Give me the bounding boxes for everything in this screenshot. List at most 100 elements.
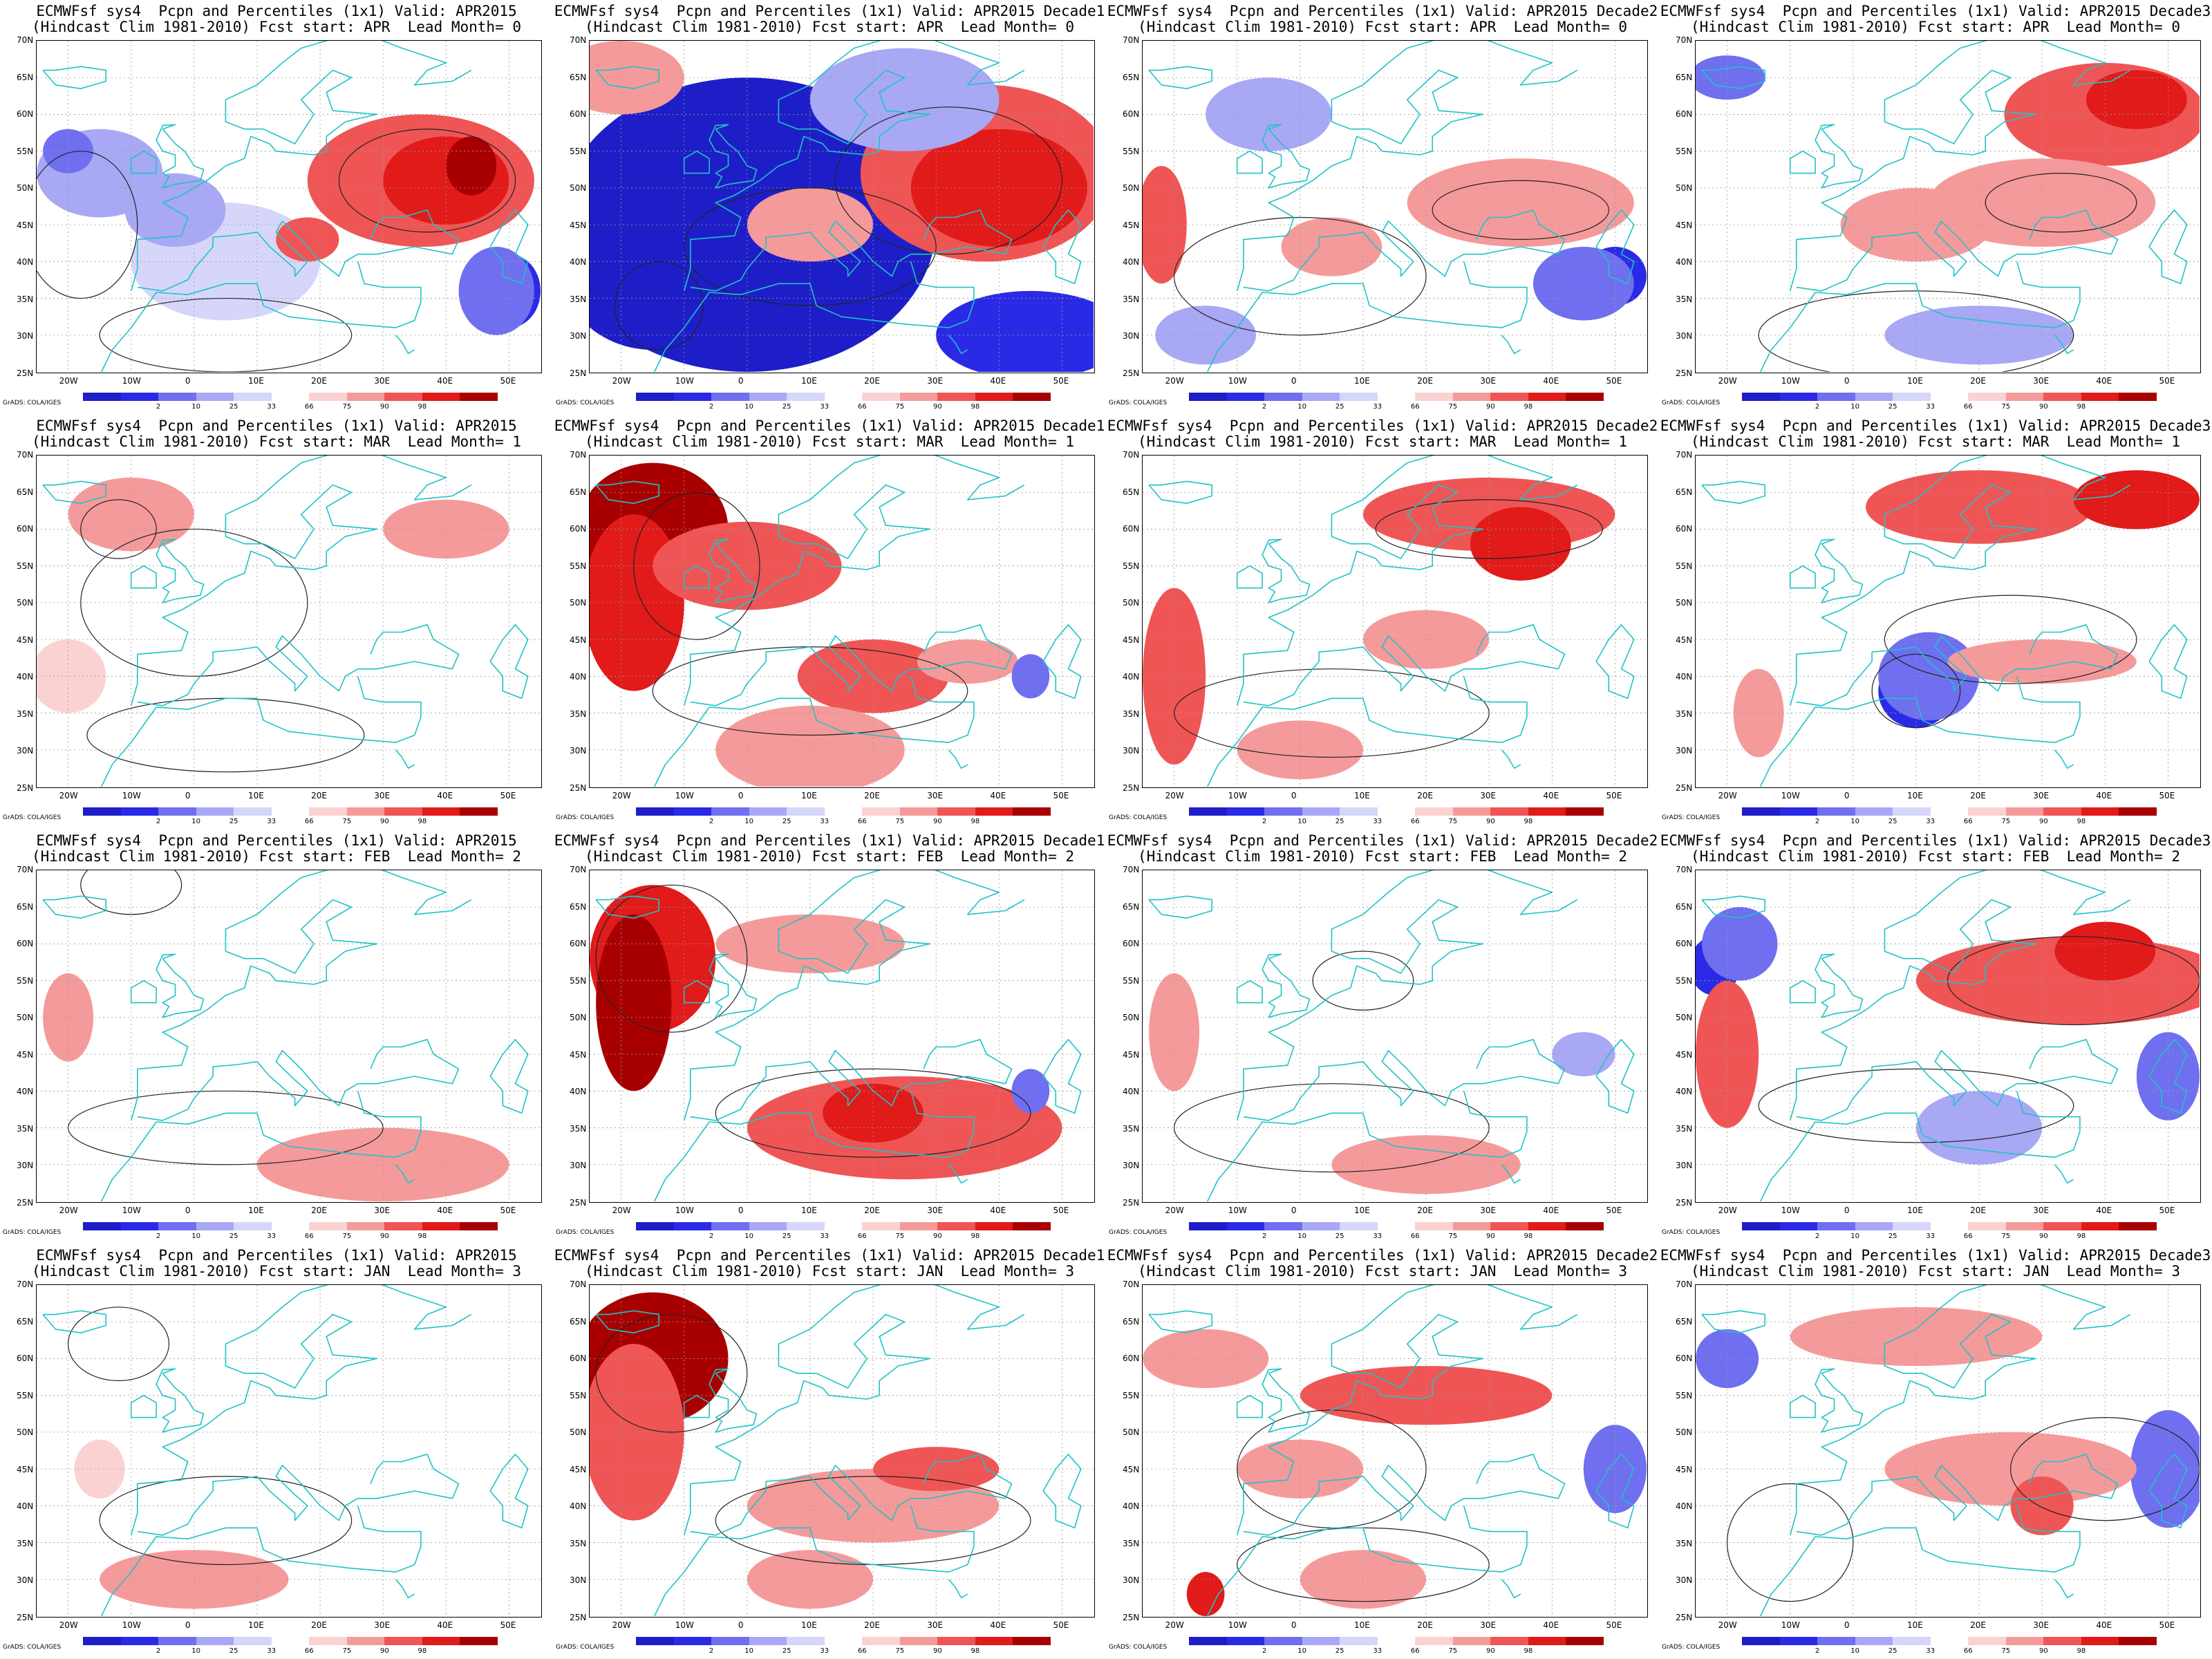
- colorbar-swatch: [196, 393, 234, 401]
- latitude-label: 70N: [570, 35, 587, 45]
- coastline: [130, 565, 157, 589]
- map-canvas: [1696, 870, 2200, 1201]
- longitude-label: 20W: [1718, 791, 1737, 800]
- coastline: [395, 335, 415, 355]
- colorbar-swatch: [1415, 807, 1454, 816]
- percentile-area: [458, 247, 534, 335]
- longitude-label: 0: [1291, 1206, 1297, 1215]
- contour-line: [1312, 950, 1414, 1011]
- longitude-label: 10E: [800, 791, 817, 800]
- colorbar-tick-label: 2: [709, 1232, 714, 1240]
- percentile-shading: [1143, 477, 1615, 780]
- forecast-panel: ECMWFsf sys4 Pcpn and Percentiles (1x1) …: [0, 415, 553, 830]
- coastline: [1701, 895, 1765, 919]
- map-frame: [1142, 870, 1648, 1203]
- coastline: [1789, 870, 2131, 1121]
- longitude-label: 30E: [927, 376, 944, 386]
- forecast-panel: ECMWFsf sys4 Pcpn and Percentiles (1x1) …: [1106, 0, 1659, 415]
- coastline: [100, 676, 422, 787]
- coastline: [948, 1579, 968, 1599]
- latitude-label: 55N: [570, 1390, 587, 1400]
- colorbar-tick-label: 66: [1410, 818, 1420, 825]
- percentile-colorbar: [83, 393, 498, 401]
- colorbar-swatch: [711, 1637, 750, 1645]
- colorbar-ticks: 2 10 25 33 66 75 90 98: [1742, 403, 2157, 413]
- panel-title: ECMWFsf sys4 Pcpn and Percentiles (1x1) …: [1660, 832, 2211, 849]
- latitude-label: 40N: [17, 257, 34, 268]
- coastline: [130, 1394, 157, 1418]
- percentile-area: [37, 639, 106, 713]
- longitude-label: 20E: [1417, 1620, 1433, 1630]
- panel-subtitle: (Hindcast Clim 1981-2010) Fcst start: JA…: [584, 1263, 1074, 1280]
- longitude-label: 30E: [927, 1206, 944, 1215]
- coastline: [709, 1368, 758, 1433]
- colorbar-tick-label: 66: [304, 1647, 314, 1655]
- colorbar-tick-label: 10: [1297, 403, 1306, 411]
- colorbar-tick-label: 10: [191, 1647, 200, 1655]
- coastlines: [1148, 1285, 1635, 1616]
- colorbar-swatch: [1855, 393, 1893, 401]
- map-canvas: [1143, 41, 1647, 372]
- longitude-label: 10W: [1781, 1620, 1800, 1630]
- latitude-label: 55N: [1676, 561, 1693, 571]
- percentile-colorbar: [1742, 1222, 2157, 1230]
- coastline: [156, 124, 205, 189]
- colorbar-tick-label: 66: [304, 1232, 314, 1240]
- coastline: [489, 1039, 529, 1114]
- colorbar-swatch: [1893, 1637, 1931, 1645]
- latitude-label: 65N: [1123, 901, 1140, 912]
- colorbar-swatch: [460, 1637, 498, 1645]
- longitude-label: 40E: [1543, 1206, 1559, 1215]
- percentile-area: [1866, 470, 2093, 544]
- longitude-label: 0: [738, 791, 744, 800]
- colorbar-swatch: [1340, 393, 1378, 401]
- latitude-label: 45N: [1676, 220, 1693, 230]
- colorbar-ticks: 2 10 25 33 66 75 90 98: [1742, 1232, 2157, 1242]
- colorbar-swatch: [1189, 1637, 1228, 1645]
- colorbar-tick-label: 2: [156, 403, 161, 411]
- colorbar-tick-label: 66: [1410, 1647, 1420, 1655]
- percentile-colorbar: [83, 1222, 498, 1230]
- percentile-area: [1947, 639, 2137, 684]
- latitude-label: 50N: [17, 1013, 34, 1023]
- colorbar-tick-label: 98: [1524, 403, 1533, 411]
- colorbar-tick-label: 90: [1485, 1232, 1495, 1240]
- coastline: [1789, 565, 1816, 589]
- colorbar-tick-label: 75: [2001, 818, 2011, 825]
- latitude-label: 30N: [570, 331, 587, 341]
- coastlines: [1701, 41, 2188, 372]
- latitude-label: 30N: [1676, 1161, 1693, 1171]
- latitude-label: 40N: [1676, 1501, 1693, 1512]
- colorbar-tick-label: 66: [304, 818, 314, 825]
- coastline: [489, 1454, 529, 1529]
- percentile-area: [2054, 921, 2156, 981]
- colorbar-tick-label: 90: [2038, 1647, 2048, 1655]
- colorbar-swatch: [899, 393, 938, 401]
- graticule: [37, 456, 541, 787]
- colorbar-tick-label: 2: [1262, 1647, 1267, 1655]
- latitude-label: 30N: [1123, 746, 1140, 756]
- longitude-label: 50E: [1606, 376, 1622, 386]
- colorbar-swatch: [1264, 807, 1303, 816]
- coastline: [156, 1368, 205, 1433]
- longitude-label: 10E: [800, 1206, 817, 1215]
- longitude-label: 10E: [247, 376, 264, 386]
- colorbar-swatch: [673, 807, 712, 816]
- colorbar-tick-label: 25: [1888, 1647, 1897, 1655]
- longitude-label: 20E: [1417, 376, 1433, 386]
- map-canvas: [590, 456, 1094, 787]
- colorbar-swatch: [1566, 393, 1604, 401]
- latitude-label: 65N: [1123, 72, 1140, 82]
- colorbar-tick-label: 75: [1448, 818, 1458, 825]
- percentile-area: [809, 48, 1000, 151]
- longitude-label: 20E: [864, 376, 880, 386]
- latitude-label: 25N: [570, 1613, 587, 1622]
- longitude-label: 10W: [122, 376, 141, 386]
- latitude-label: 45N: [17, 220, 34, 230]
- colorbar-ticks: 2 10 25 33 66 75 90 98: [1189, 818, 1604, 827]
- colorbar-swatch: [1340, 1637, 1378, 1645]
- longitude-label: 10E: [247, 1620, 264, 1630]
- colorbar-swatch: [1566, 1637, 1604, 1645]
- map-canvas: [1143, 870, 1647, 1201]
- colorbar-swatch: [271, 1637, 310, 1645]
